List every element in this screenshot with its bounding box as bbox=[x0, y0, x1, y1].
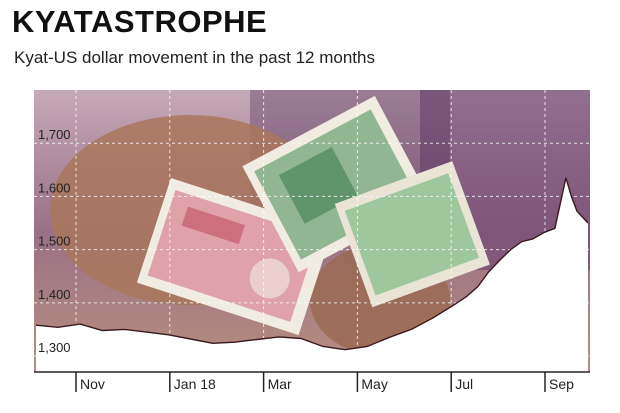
y-tick-label: 1,300 bbox=[38, 340, 71, 355]
x-axis: Nov Jan 18 Mar May Jul Sep bbox=[34, 371, 590, 392]
y-axis-labels: 1,300 1,400 1,500 1,600 1,700 bbox=[38, 127, 71, 355]
y-tick-label: 1,400 bbox=[38, 287, 71, 302]
x-tick-label: Jan 18 bbox=[174, 376, 216, 392]
series-line bbox=[35, 177, 589, 351]
x-tick-label: Mar bbox=[268, 376, 292, 392]
chart-subtitle: Kyat-US dollar movement in the past 12 m… bbox=[14, 48, 375, 67]
y-tick-label: 1,500 bbox=[38, 234, 71, 249]
y-tick-label: 1,600 bbox=[38, 180, 71, 195]
chart-title: KYATASTROPHE bbox=[12, 4, 268, 39]
x-tick-label: Nov bbox=[80, 376, 105, 392]
x-tick-label: May bbox=[361, 376, 387, 392]
area-fill-above-line bbox=[36, 177, 588, 372]
x-tick-label: Jul bbox=[455, 376, 473, 392]
x-tick-label: Sep bbox=[549, 376, 574, 392]
y-tick-label: 1,700 bbox=[38, 127, 71, 142]
background-photo bbox=[34, 90, 590, 372]
